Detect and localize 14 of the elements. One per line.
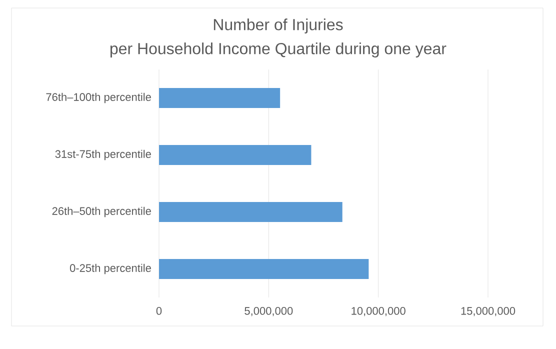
y-tick-label: 0-25th percentile [70,264,151,274]
x-tick-label: 5,000,000 [244,307,293,316]
x-tick-label: 10,000,000 [352,307,406,316]
y-tick-label: 76th–100th percentile [46,92,151,104]
bar [159,145,312,165]
bar [159,202,342,222]
chart-title: Number of Injuries [214,18,343,34]
x-tick-label: 15,000,000 [461,307,516,316]
bar [159,88,280,108]
chart-subtitle: per Household Income Quartile during one year [110,42,446,58]
x-tick-label: 0 [156,307,162,315]
y-tick-label: 26th–50th percentile [52,206,151,218]
bar [159,259,369,279]
y-tick-label: 31st-75th percentile [55,150,151,160]
